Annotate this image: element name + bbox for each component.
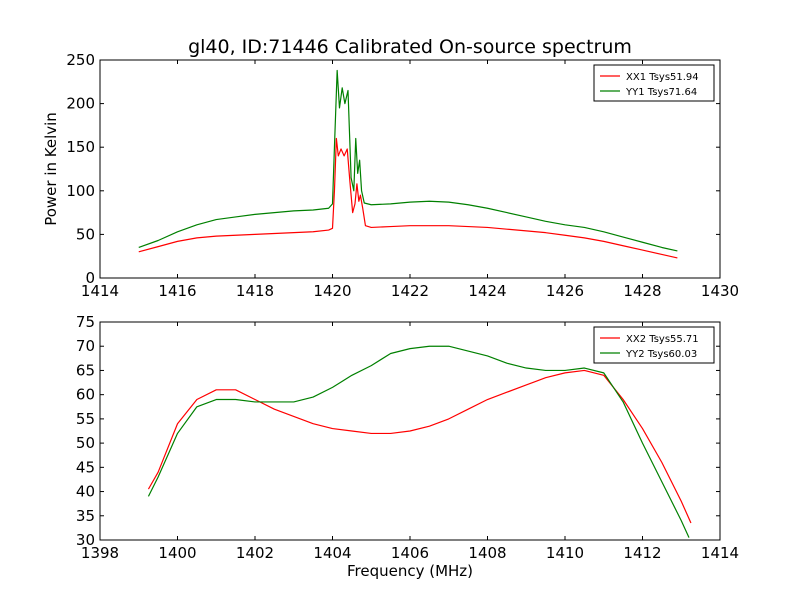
x-tick-label: 1408 — [468, 544, 506, 562]
bottom-panel: 1398 1400 1402 1404 1406 1408 1410 1412 1414 30 35… — [76, 313, 739, 562]
y-tick-label: 150 — [66, 138, 95, 156]
legend: XX1 Tsys51.94 YY1 Tsys71.64 — [593, 64, 715, 102]
y-tick-label: 30 — [76, 531, 95, 549]
x-tick-label: 1418 — [236, 282, 274, 300]
x-tick-label: 1426 — [546, 282, 584, 300]
x-tick-label: 1422 — [391, 282, 429, 300]
chart-title: gl40, ID:71446 Calibrated On-source spec… — [188, 36, 632, 58]
series-line-green — [138, 69, 678, 252]
top-panel: 1414 1416 1418 1420 1422 1424 1426 1428 1430 0 50 1… — [66, 51, 739, 300]
x-tick-label: 1416 — [158, 282, 196, 300]
x-tick-label: 1402 — [236, 544, 274, 562]
legend-box — [593, 326, 715, 364]
y-tick-label: 50 — [76, 225, 95, 243]
y-tick-label: 35 — [76, 507, 95, 525]
x-tick-label: 1398 — [81, 544, 119, 562]
x-axis-title-bottom: Frequency (MHz) — [347, 562, 473, 580]
y-tick-label: 50 — [76, 434, 95, 452]
y-tick-label: 55 — [76, 410, 95, 428]
series-line-red — [147, 369, 692, 524]
y-axis-title-top: Power in Kelvin — [42, 112, 60, 226]
x-tick-label: 1404 — [313, 544, 351, 562]
legend-label: YY2 Tsys60.03 — [625, 349, 697, 360]
y-tick-label: 75 — [76, 313, 95, 331]
y-tick-label: 60 — [76, 386, 95, 404]
y-tick-label: 70 — [76, 337, 95, 355]
x-tick-label: 1420 — [313, 282, 351, 300]
x-tick-label: 1430 — [701, 282, 739, 300]
y-tick-label: 100 — [66, 182, 95, 200]
legend: XX2 Tsys55.71 YY2 Tsys60.03 — [593, 326, 715, 364]
legend-label: XX2 Tsys55.71 — [626, 334, 699, 345]
x-tick-label: 1400 — [158, 544, 196, 562]
x-tick-label: 1414 — [701, 544, 739, 562]
y-tick-label: 0 — [85, 269, 95, 287]
x-tick-label: 1414 — [81, 282, 119, 300]
legend-label: YY1 Tsys71.64 — [625, 87, 697, 98]
y-tick-label: 65 — [76, 361, 95, 379]
series-line-green — [147, 345, 690, 538]
y-tick-label: 40 — [76, 483, 95, 501]
x-tick-label: 1406 — [391, 544, 429, 562]
x-tick-label: 1410 — [546, 544, 584, 562]
y-tick-label: 250 — [66, 51, 95, 69]
series-line-red — [138, 137, 678, 259]
x-tick-label: 1412 — [623, 544, 661, 562]
y-tick-label: 45 — [76, 458, 95, 476]
x-tick-label: 1428 — [623, 282, 661, 300]
legend-label: XX1 Tsys51.94 — [626, 72, 699, 83]
y-tick-label: 200 — [66, 95, 95, 113]
legend-box — [593, 64, 715, 102]
x-tick-label: 1424 — [468, 282, 506, 300]
